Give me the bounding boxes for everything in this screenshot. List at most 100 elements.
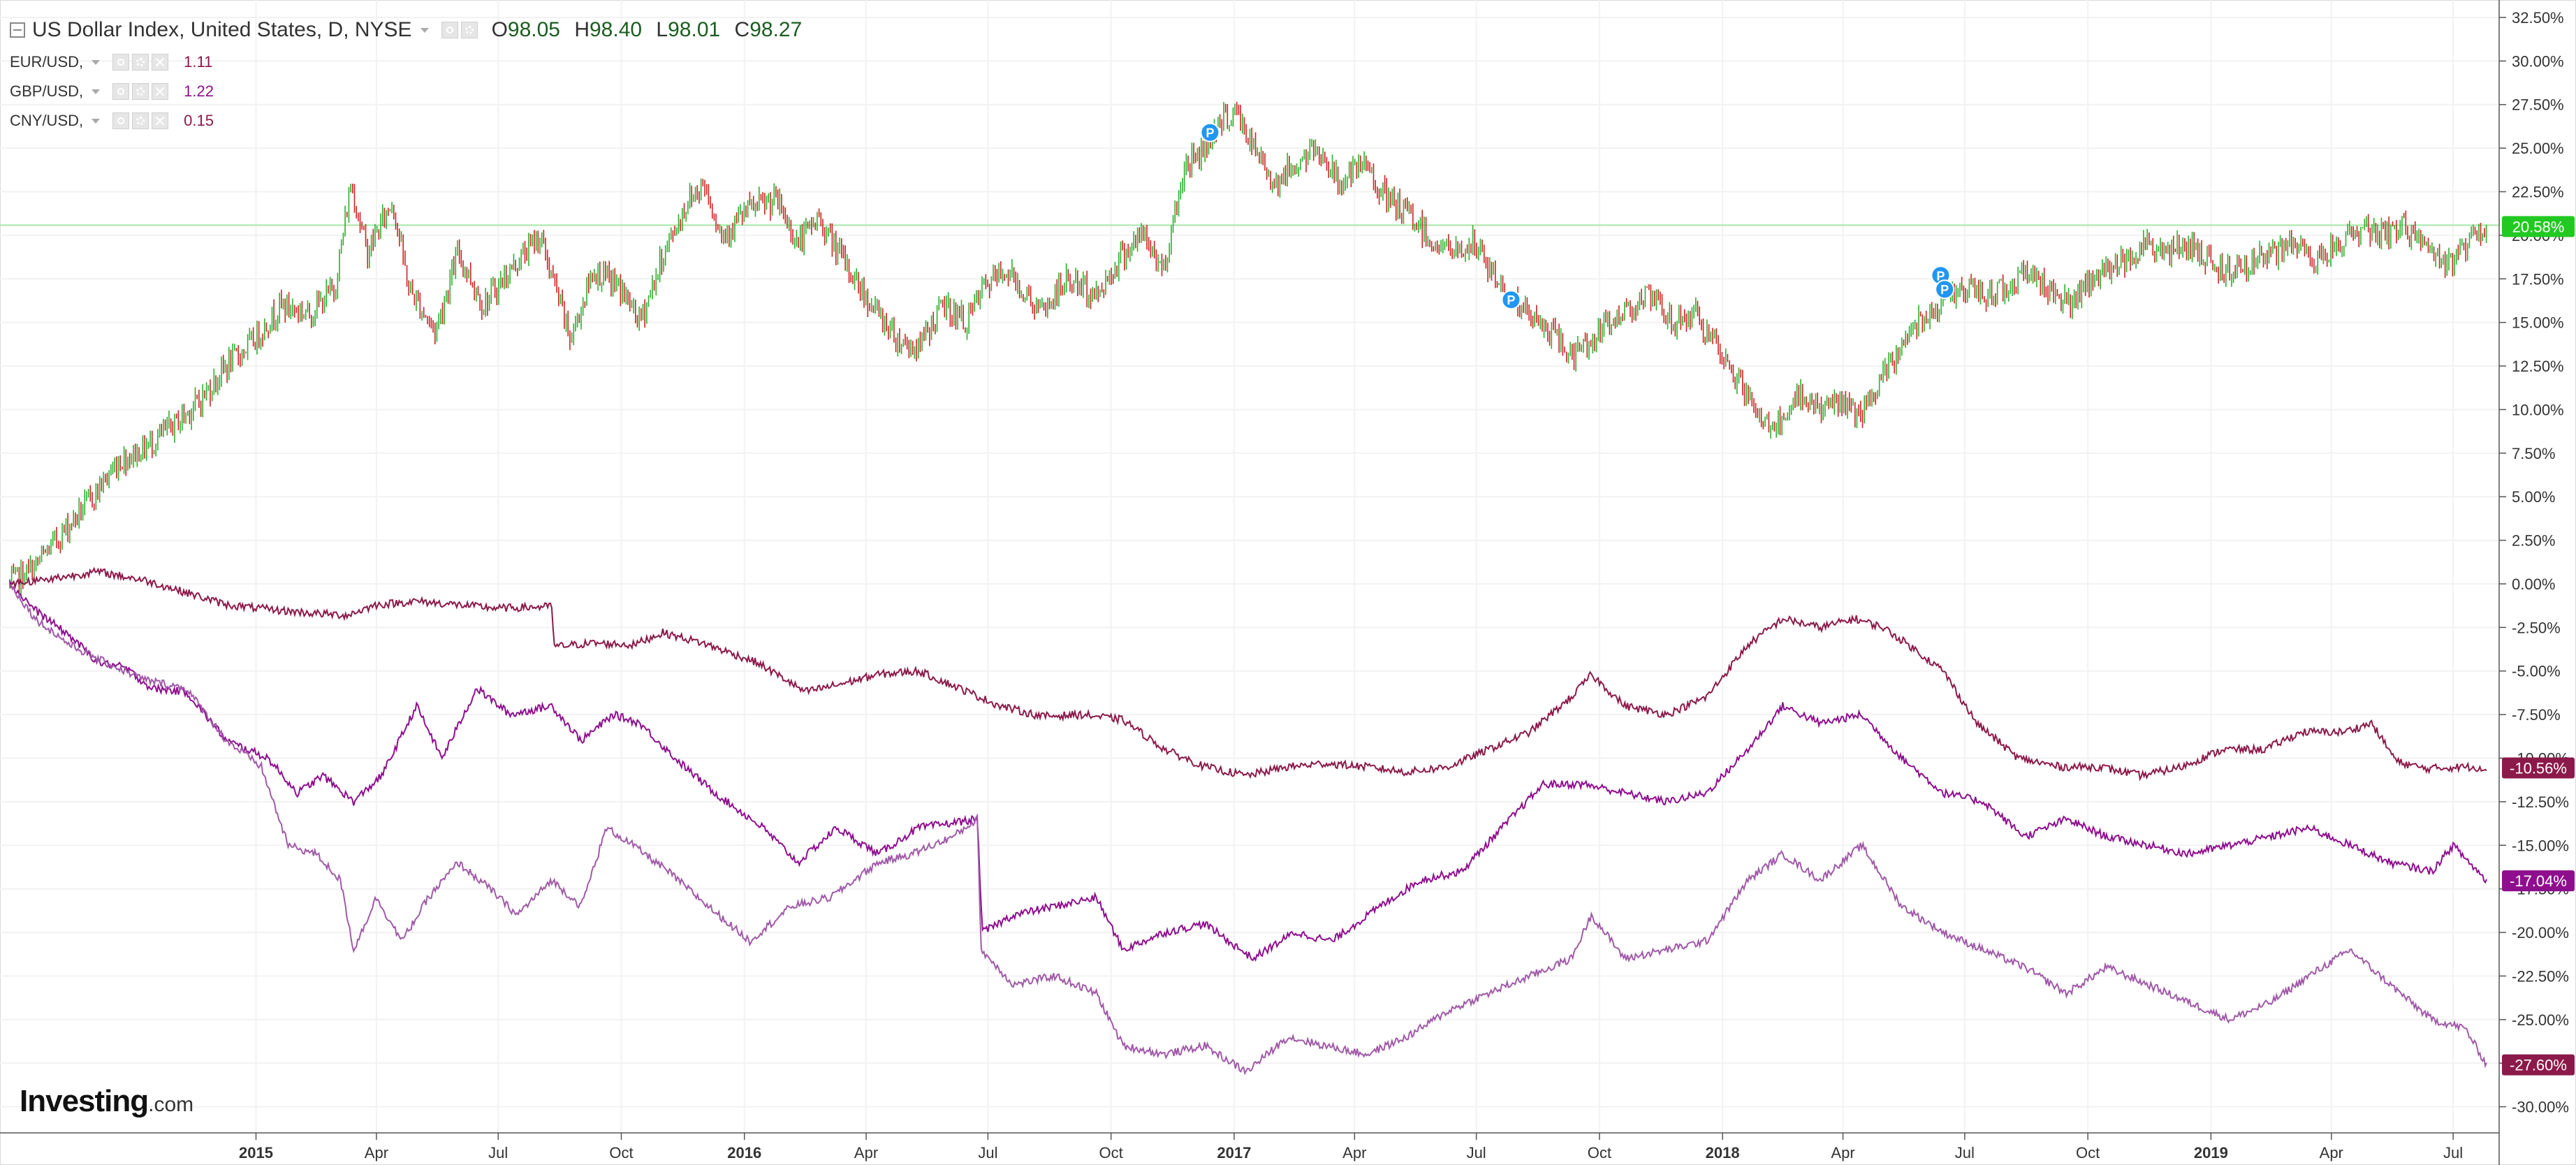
legend-row-cnyusd: CNY/USD, 0.15 [10, 106, 802, 135]
eye-icon[interactable] [112, 112, 130, 129]
y-tick-label: -5.00% [2512, 663, 2561, 680]
event-marker[interactable]: P [1200, 122, 1220, 142]
x-tick-label: Oct [2076, 1144, 2100, 1162]
y-tick-label: 7.50% [2512, 445, 2555, 462]
legend-main-row: US Dollar Index, United States, D, NYSE … [10, 13, 802, 47]
badge-label: -17.04% [2510, 872, 2567, 890]
badge-label: 20.58% [2512, 218, 2565, 235]
y-tick-label: 22.50% [2512, 183, 2564, 200]
compare-value: 1.22 [184, 82, 214, 100]
compare-symbol[interactable]: CNY/USD, [10, 112, 84, 129]
x-tick-label: Apr [854, 1144, 878, 1162]
last-value-badge: 20.58% [2502, 216, 2575, 237]
x-tick-label: Jul [1467, 1144, 1486, 1162]
last-value-badge: -10.56% [2502, 757, 2575, 779]
high-value: 98.40 [590, 18, 643, 41]
badge-bg [2502, 757, 2575, 779]
y-tick-label: 0.00% [2512, 576, 2555, 593]
x-tick-label: Apr [2320, 1144, 2343, 1162]
x-tick-label: 2017 [1217, 1144, 1251, 1162]
event-marker[interactable]: P [1935, 279, 1955, 300]
x-tick-label: Oct [1588, 1144, 1611, 1162]
compare-value: 0.15 [184, 112, 214, 129]
eye-icon[interactable] [112, 83, 130, 100]
compare-symbol[interactable]: EUR/USD, [10, 53, 84, 71]
open-value: 98.05 [507, 18, 560, 41]
badge-bg [2502, 216, 2575, 237]
marker-label: P [1940, 283, 1949, 297]
y-tick-label: 25.00% [2512, 140, 2564, 157]
x-axis[interactable]: 2015 Apr Jul Oct 2016 Apr Jul Oct 2017 Apr Jul Oct 2… [0, 1132, 2499, 1162]
y-tick-label: 5.00% [2512, 488, 2555, 506]
chevron-down-icon[interactable] [92, 118, 101, 124]
x-tick-label: Jul [978, 1144, 997, 1162]
legend-row-gbpusd: GBP/USD, 1.22 [10, 77, 802, 106]
badge-bg [2502, 870, 2575, 892]
close-icon[interactable] [152, 54, 169, 71]
marker-label: P [1206, 126, 1214, 140]
chevron-down-icon[interactable] [92, 89, 101, 94]
collapse-icon[interactable] [10, 22, 25, 38]
x-tick-label: 2019 [2194, 1144, 2228, 1162]
x-tick-label: Apr [1831, 1144, 1854, 1162]
ohlc-values: O98.05 H98.40 L98.01 C98.27 [492, 18, 803, 42]
compare-symbol[interactable]: GBP/USD, [10, 82, 84, 100]
gear-icon[interactable] [132, 54, 149, 71]
open-label: O [491, 18, 508, 41]
close-label: C [734, 18, 750, 41]
y-tick-label: -20.00% [2512, 924, 2569, 941]
marker-label: P [1936, 269, 1945, 283]
y-axis[interactable]: 32.50%30.00%27.50%25.00%22.50%20.00%17.5… [2498, 0, 2569, 1165]
close-icon[interactable] [152, 83, 169, 100]
x-tick-label: 2018 [1706, 1144, 1740, 1162]
close-icon[interactable] [152, 112, 169, 129]
x-tick-label: 2015 [239, 1144, 273, 1162]
marker-label: P [1507, 293, 1515, 307]
badge-bg [2502, 1054, 2575, 1076]
last-value-badge: -17.04% [2502, 870, 2575, 892]
y-tick-label: -2.50% [2512, 619, 2561, 636]
x-tick-label: Jul [2443, 1144, 2463, 1162]
chevron-down-icon[interactable] [92, 59, 101, 65]
y-tick-label: 17.50% [2512, 270, 2564, 288]
y-tick-label: -25.00% [2512, 1011, 2569, 1029]
low-value: 98.01 [668, 18, 721, 41]
y-tick-label: 2.50% [2512, 532, 2555, 550]
eye-icon[interactable] [112, 54, 130, 71]
eye-icon[interactable] [441, 22, 458, 38]
y-tick-label: -7.50% [2512, 706, 2561, 724]
series-us-dollar-index [9, 101, 2487, 595]
y-tick-label: 30.00% [2512, 52, 2564, 70]
y-tick-label: 27.50% [2512, 96, 2564, 114]
logo-brand: Investing [20, 1084, 149, 1118]
x-tick-label: Apr [1342, 1144, 1366, 1162]
badge-label: -27.60% [2510, 1057, 2567, 1074]
y-tick-label: -30.00% [2512, 1099, 2569, 1116]
high-label: H [574, 18, 590, 41]
x-tick-label: Oct [1099, 1144, 1123, 1162]
marker-circle[interactable] [1200, 122, 1220, 142]
legend: US Dollar Index, United States, D, NYSE … [10, 13, 802, 135]
main-series-title[interactable]: US Dollar Index, United States, D, NYSE [32, 18, 412, 41]
x-tick-label: Jul [488, 1144, 508, 1162]
series-layer [9, 101, 2487, 1076]
gear-icon[interactable] [132, 112, 149, 129]
x-tick-label: Apr [365, 1144, 388, 1162]
gear-icon[interactable] [460, 22, 478, 38]
y-tick-label: 15.00% [2512, 314, 2564, 332]
event-marker[interactable]: P [1501, 290, 1521, 310]
y-tick-label: -22.50% [2512, 967, 2569, 985]
y-tick-label: 32.50% [2512, 9, 2564, 27]
series-cny-usd [9, 584, 2487, 1076]
logo-domain: .com [148, 1093, 194, 1116]
gear-icon[interactable] [132, 83, 149, 100]
x-tick-label: Oct [609, 1144, 633, 1162]
y-tick-label: 12.50% [2512, 358, 2564, 375]
marker-circle[interactable] [1935, 279, 1955, 300]
marker-circle[interactable] [1501, 290, 1521, 310]
x-tick-label: 2016 [727, 1144, 761, 1162]
chevron-down-icon[interactable] [420, 27, 429, 33]
